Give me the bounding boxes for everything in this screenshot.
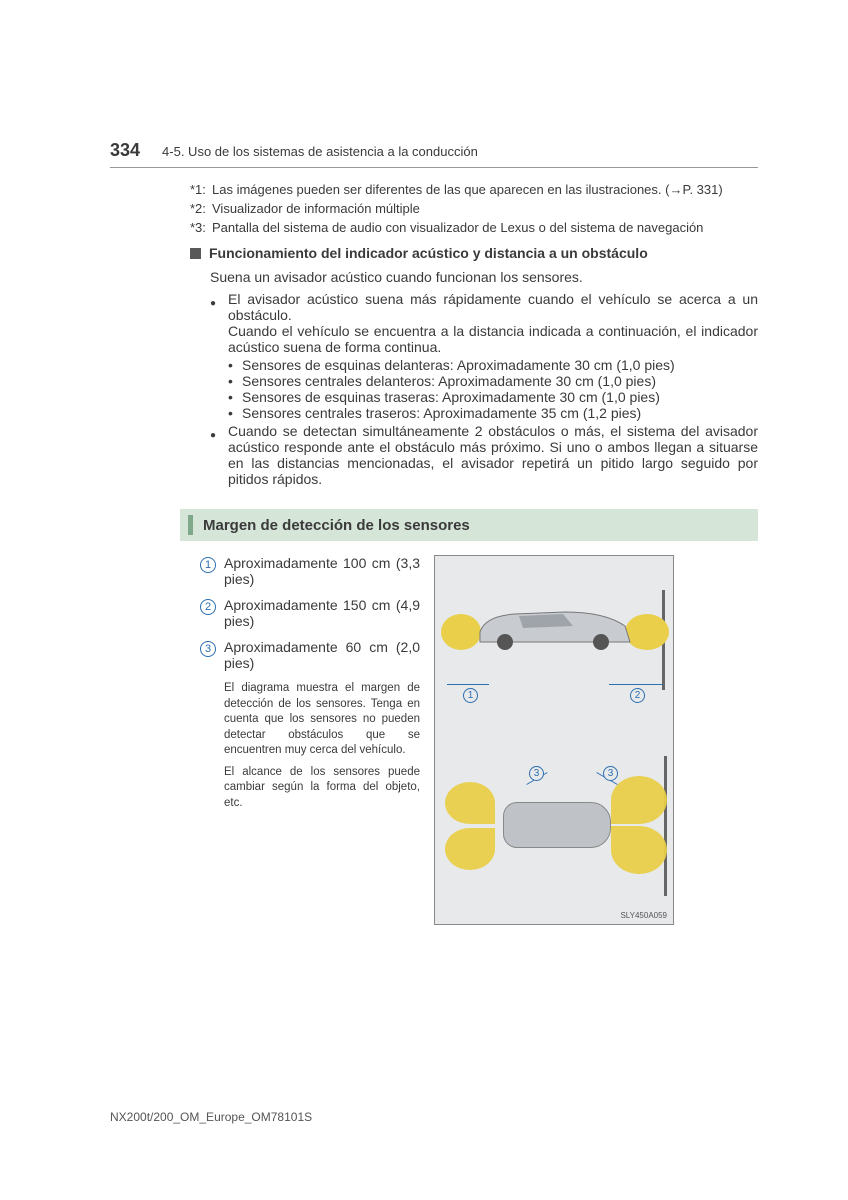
car-side-icon <box>475 604 635 652</box>
footnote-text: Visualizador de información múltiple <box>212 201 420 216</box>
footnote-text: Las imágenes pueden ser diferentes de la… <box>212 182 723 197</box>
document-id: NX200t/200_OM_Europe_OM78101S <box>110 1110 312 1124</box>
callout-number: 3 <box>603 766 618 781</box>
list-item: Cuando se detectan simultáneamente 2 obs… <box>210 423 758 487</box>
bullet-list: El avisador acústico suena más rápidamen… <box>210 291 758 487</box>
square-bullet-icon <box>190 248 201 259</box>
list-item: 1 Aproximadamente 100 cm (3,3 pies) <box>200 555 420 587</box>
sensor-beam-icon <box>611 826 667 874</box>
sub-list-item: •Sensores de esquinas delanteras: Aproxi… <box>228 357 758 373</box>
bullet-text: Cuando el vehículo se encuentra a la dis… <box>228 323 758 355</box>
sensor-beam-icon <box>445 828 495 870</box>
section-title: 4-5. Uso de los sistemas de asistencia a… <box>162 144 478 159</box>
circled-number-icon: 2 <box>200 599 216 615</box>
car-top-icon <box>435 746 673 906</box>
bullet-dot-icon <box>210 423 228 487</box>
bullet-text: Cuando se detectan simultáneamente 2 obs… <box>228 423 758 487</box>
list-item: 2 Aproximadamente 150 cm (4,9 pies) <box>200 597 420 629</box>
sensor-diagram: 1 2 3 3 SLY450A059 <box>434 555 674 925</box>
sensor-beam-icon <box>611 776 667 824</box>
accent-bar-icon <box>188 515 193 535</box>
list-item: El avisador acústico suena más rápidamen… <box>210 291 758 421</box>
footnote-text: Pantalla del sistema de audio con visual… <box>212 220 703 235</box>
note-text: El alcance de los sensores puede cambiar… <box>224 765 420 812</box>
note-text: El diagrama muestra el margen de detecci… <box>224 681 420 759</box>
subheading: Funcionamiento del indicador acústico y … <box>190 245 758 261</box>
page-header: 334 4-5. Uso de los sistemas de asistenc… <box>110 140 758 168</box>
sub-list-item: •Sensores centrales traseros: Aproximada… <box>228 405 758 421</box>
circled-number-icon: 1 <box>200 557 216 573</box>
dimension-line-icon <box>447 684 489 685</box>
bullet-text: El avisador acústico suena más rápidamen… <box>228 291 758 323</box>
footnotes: *1: Las imágenes pueden ser diferentes d… <box>190 182 758 235</box>
detection-text: Aproximadamente 60 cm (2,0 pies) <box>224 639 420 671</box>
callout-number: 3 <box>529 766 544 781</box>
detection-text: Aproximadamente 100 cm (3,3 pies) <box>224 555 420 587</box>
sub-list-item: •Sensores centrales delanteros: Aproxima… <box>228 373 758 389</box>
intro-paragraph: Suena un avisador acústico cuando funcio… <box>210 269 758 285</box>
bullet-dot-icon <box>210 291 228 421</box>
dimension-line-icon <box>609 684 663 685</box>
footnote: *1: Las imágenes pueden ser diferentes d… <box>190 182 758 197</box>
section-bar: Margen de detección de los sensores <box>180 509 758 541</box>
subheading-text: Funcionamiento del indicador acústico y … <box>209 245 648 261</box>
footnote: *2: Visualizador de información múltiple <box>190 201 758 216</box>
footnote: *3: Pantalla del sistema de audio con vi… <box>190 220 758 235</box>
page-number: 334 <box>110 140 140 161</box>
section-bar-title: Margen de detección de los sensores <box>203 517 470 534</box>
detection-list: 1 Aproximadamente 100 cm (3,3 pies) 2 Ap… <box>200 555 420 925</box>
list-item: 3 Aproximadamente 60 cm (2,0 pies) <box>200 639 420 671</box>
callout-number: 2 <box>630 688 645 703</box>
image-code: SLY450A059 <box>620 911 667 920</box>
detection-text: Aproximadamente 150 cm (4,9 pies) <box>224 597 420 629</box>
callout-number: 1 <box>463 688 478 703</box>
sub-list-item: •Sensores de esquinas traseras: Aproxima… <box>228 389 758 405</box>
circled-number-icon: 3 <box>200 641 216 657</box>
sensor-beam-icon <box>445 782 495 824</box>
